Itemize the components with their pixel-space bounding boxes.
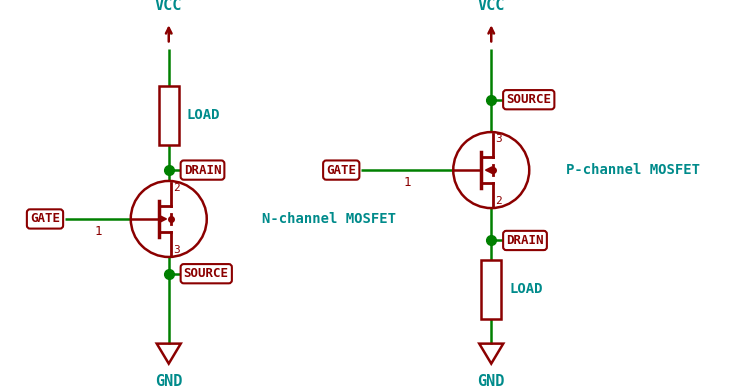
Text: VCC: VCC — [478, 0, 505, 13]
Text: GATE: GATE — [30, 212, 60, 226]
Text: GATE: GATE — [326, 163, 356, 177]
Text: VCC: VCC — [155, 0, 182, 13]
Text: DRAIN: DRAIN — [506, 234, 544, 247]
Text: P-channel MOSFET: P-channel MOSFET — [566, 163, 700, 177]
Text: GND: GND — [478, 374, 505, 389]
Text: SOURCE: SOURCE — [184, 267, 229, 280]
Bar — [482, 260, 501, 319]
Text: 2: 2 — [495, 196, 502, 206]
Text: DRAIN: DRAIN — [184, 163, 221, 177]
Text: 1: 1 — [94, 225, 102, 238]
Text: 3: 3 — [495, 134, 502, 144]
Text: 2: 2 — [172, 183, 179, 193]
Text: LOAD: LOAD — [509, 282, 543, 296]
Text: SOURCE: SOURCE — [506, 93, 551, 106]
Text: 3: 3 — [172, 245, 179, 255]
Text: N-channel MOSFET: N-channel MOSFET — [262, 212, 397, 226]
Text: GND: GND — [155, 374, 182, 389]
Bar — [159, 86, 178, 145]
Text: 1: 1 — [404, 176, 411, 189]
Text: LOAD: LOAD — [187, 108, 220, 122]
